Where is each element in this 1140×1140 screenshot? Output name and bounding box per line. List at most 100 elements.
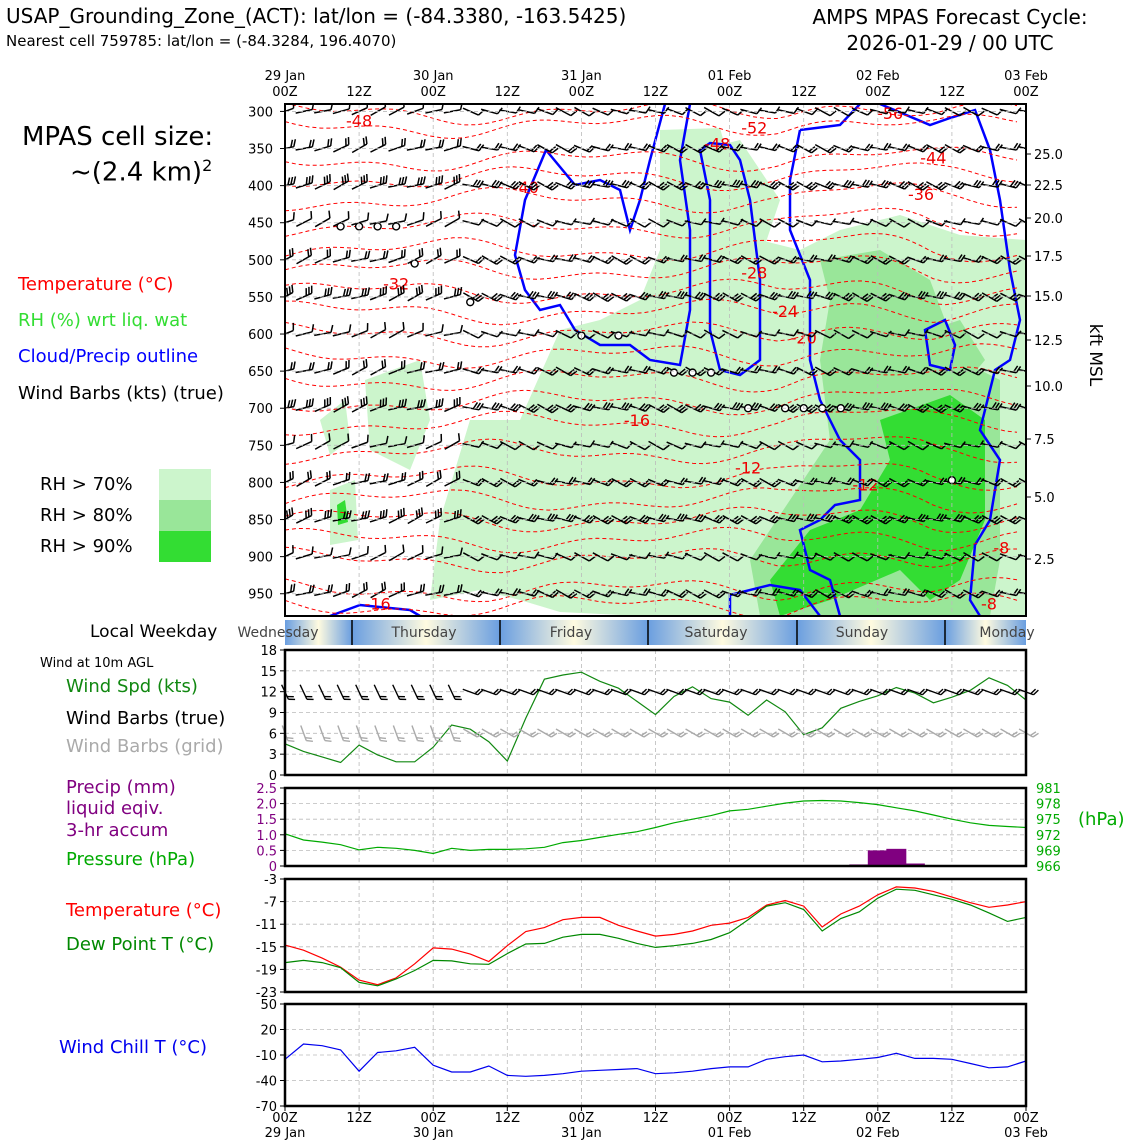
wind-barb-grid [555,728,576,738]
wind-barb [647,106,670,115]
temperature-contour-line [285,486,1018,514]
wind-barb-grid [870,728,891,738]
wind-barb [629,143,651,152]
wind-barb-grid [392,725,406,742]
legend-precip-liquid: liquid eqiv. [66,798,164,819]
top-hour-label: 00Z [272,85,298,100]
wind-barb [648,218,670,228]
wind-barb [963,551,985,562]
wind-barb [611,255,633,265]
pressure-tick-label: 400 [248,180,273,195]
pressure-tick-label: 978 [1036,798,1061,813]
temperature-contour-label: -24 [772,302,798,321]
wind-barb [925,589,948,599]
wind-barb [963,329,985,340]
top-date-label: 30 Jan [413,69,454,84]
panel-tick-label: 2.0 [256,798,277,813]
weekday-cell [945,620,1026,645]
pressure-tick-label: 300 [248,105,273,120]
wind-barb [870,441,893,450]
wind-barb [611,514,633,525]
pressure-tick-label: 981 [1036,782,1061,797]
wind-barb [648,181,670,191]
wind-barb [370,322,387,339]
temperature-contour-label: -52 [741,119,767,138]
wind-barb [296,470,313,488]
wind-barb-true [429,684,444,701]
wind-barb [388,137,406,152]
wind-barb-true [999,688,1021,696]
wind-barb [796,181,819,191]
wind-barb [573,144,596,153]
weekday-cell [797,620,945,645]
wind-barb-true [299,684,314,701]
weekday-label: Local Weekday [90,622,218,642]
top-hour-label: 00Z [569,85,595,100]
temperature-contour-line [285,462,1018,491]
temperature-contour-label: -16 [365,594,391,613]
wind-barb [981,255,1004,265]
wind-barb-grid [907,728,928,738]
wind-barb-grid [722,728,743,738]
wind-barb [370,544,387,561]
wind-barb-true [740,688,761,696]
panel-tick-label: 0.5 [256,844,277,859]
wind-barb [295,104,315,114]
wind-barb [962,292,985,302]
wind-barb [870,477,893,488]
wind-barb [1018,181,1026,190]
wind-barb-true [721,688,743,696]
wind-barb [406,139,426,151]
height-tick-label: 25.0 [1034,148,1063,163]
forecast-title: AMPS MPAS Forecast Cycle: [812,5,1088,29]
wind-barb [610,142,633,151]
panel-tick-label: 18 [260,644,277,659]
wind-barb-grid [574,728,595,738]
bottom-date-label: 03 Feb [1004,1126,1048,1140]
wind-barb [517,328,540,337]
wind-barb [369,509,388,523]
panel-tick-label: 15 [260,665,277,680]
temperature-contour-line [285,546,1018,574]
wind-barb [832,179,855,189]
wind-barb-true [629,688,650,696]
forecast-cycle-title: AMPS MPAS Forecast Cycle: 2026-01-29 / 0… [790,4,1110,56]
wind-barb [499,255,522,265]
wind-barb-true [355,684,370,701]
panel-tick-label: 50 [260,998,277,1013]
wind-barb [1018,368,1026,374]
wind-barb [722,514,744,525]
wind-barb [869,179,892,189]
wind-barb [407,284,424,302]
wind-barb [388,582,406,598]
wind-barb [332,582,351,598]
bottom-hour-label: 12Z [643,1111,669,1126]
wind-barb [314,210,331,228]
wind-barb-true [703,688,724,696]
wind-barb [499,403,522,412]
top-hour-label: 00Z [1013,85,1039,100]
wind-barb [629,218,652,228]
wind-barb [758,365,781,374]
weekday-name: Wednesday [237,625,318,641]
bottom-hour-label: 00Z [272,1111,298,1126]
height-tick-label: 5.0 [1034,491,1055,506]
panel-tick-label: 1.0 [256,829,277,844]
wind-barb [1018,440,1026,451]
wind-barb [351,250,371,262]
wind-barb [388,284,405,302]
pressure-tick-label: 972 [1036,829,1061,844]
wind-barb [1018,477,1026,488]
height-tick-label: 10.0 [1034,380,1063,395]
wind-barb [554,218,577,226]
legend-rh: RH (%) wrt liq. wat [18,310,188,331]
wind-barb [462,401,484,411]
wind-barb [555,180,578,190]
wind-barb-true [777,688,799,696]
wind-barb-true [962,688,984,696]
pressure-line [284,799,1027,855]
wind-barb-grid [981,728,1002,738]
height-tick-label: 22.5 [1034,179,1063,194]
wind-barb [388,321,405,339]
